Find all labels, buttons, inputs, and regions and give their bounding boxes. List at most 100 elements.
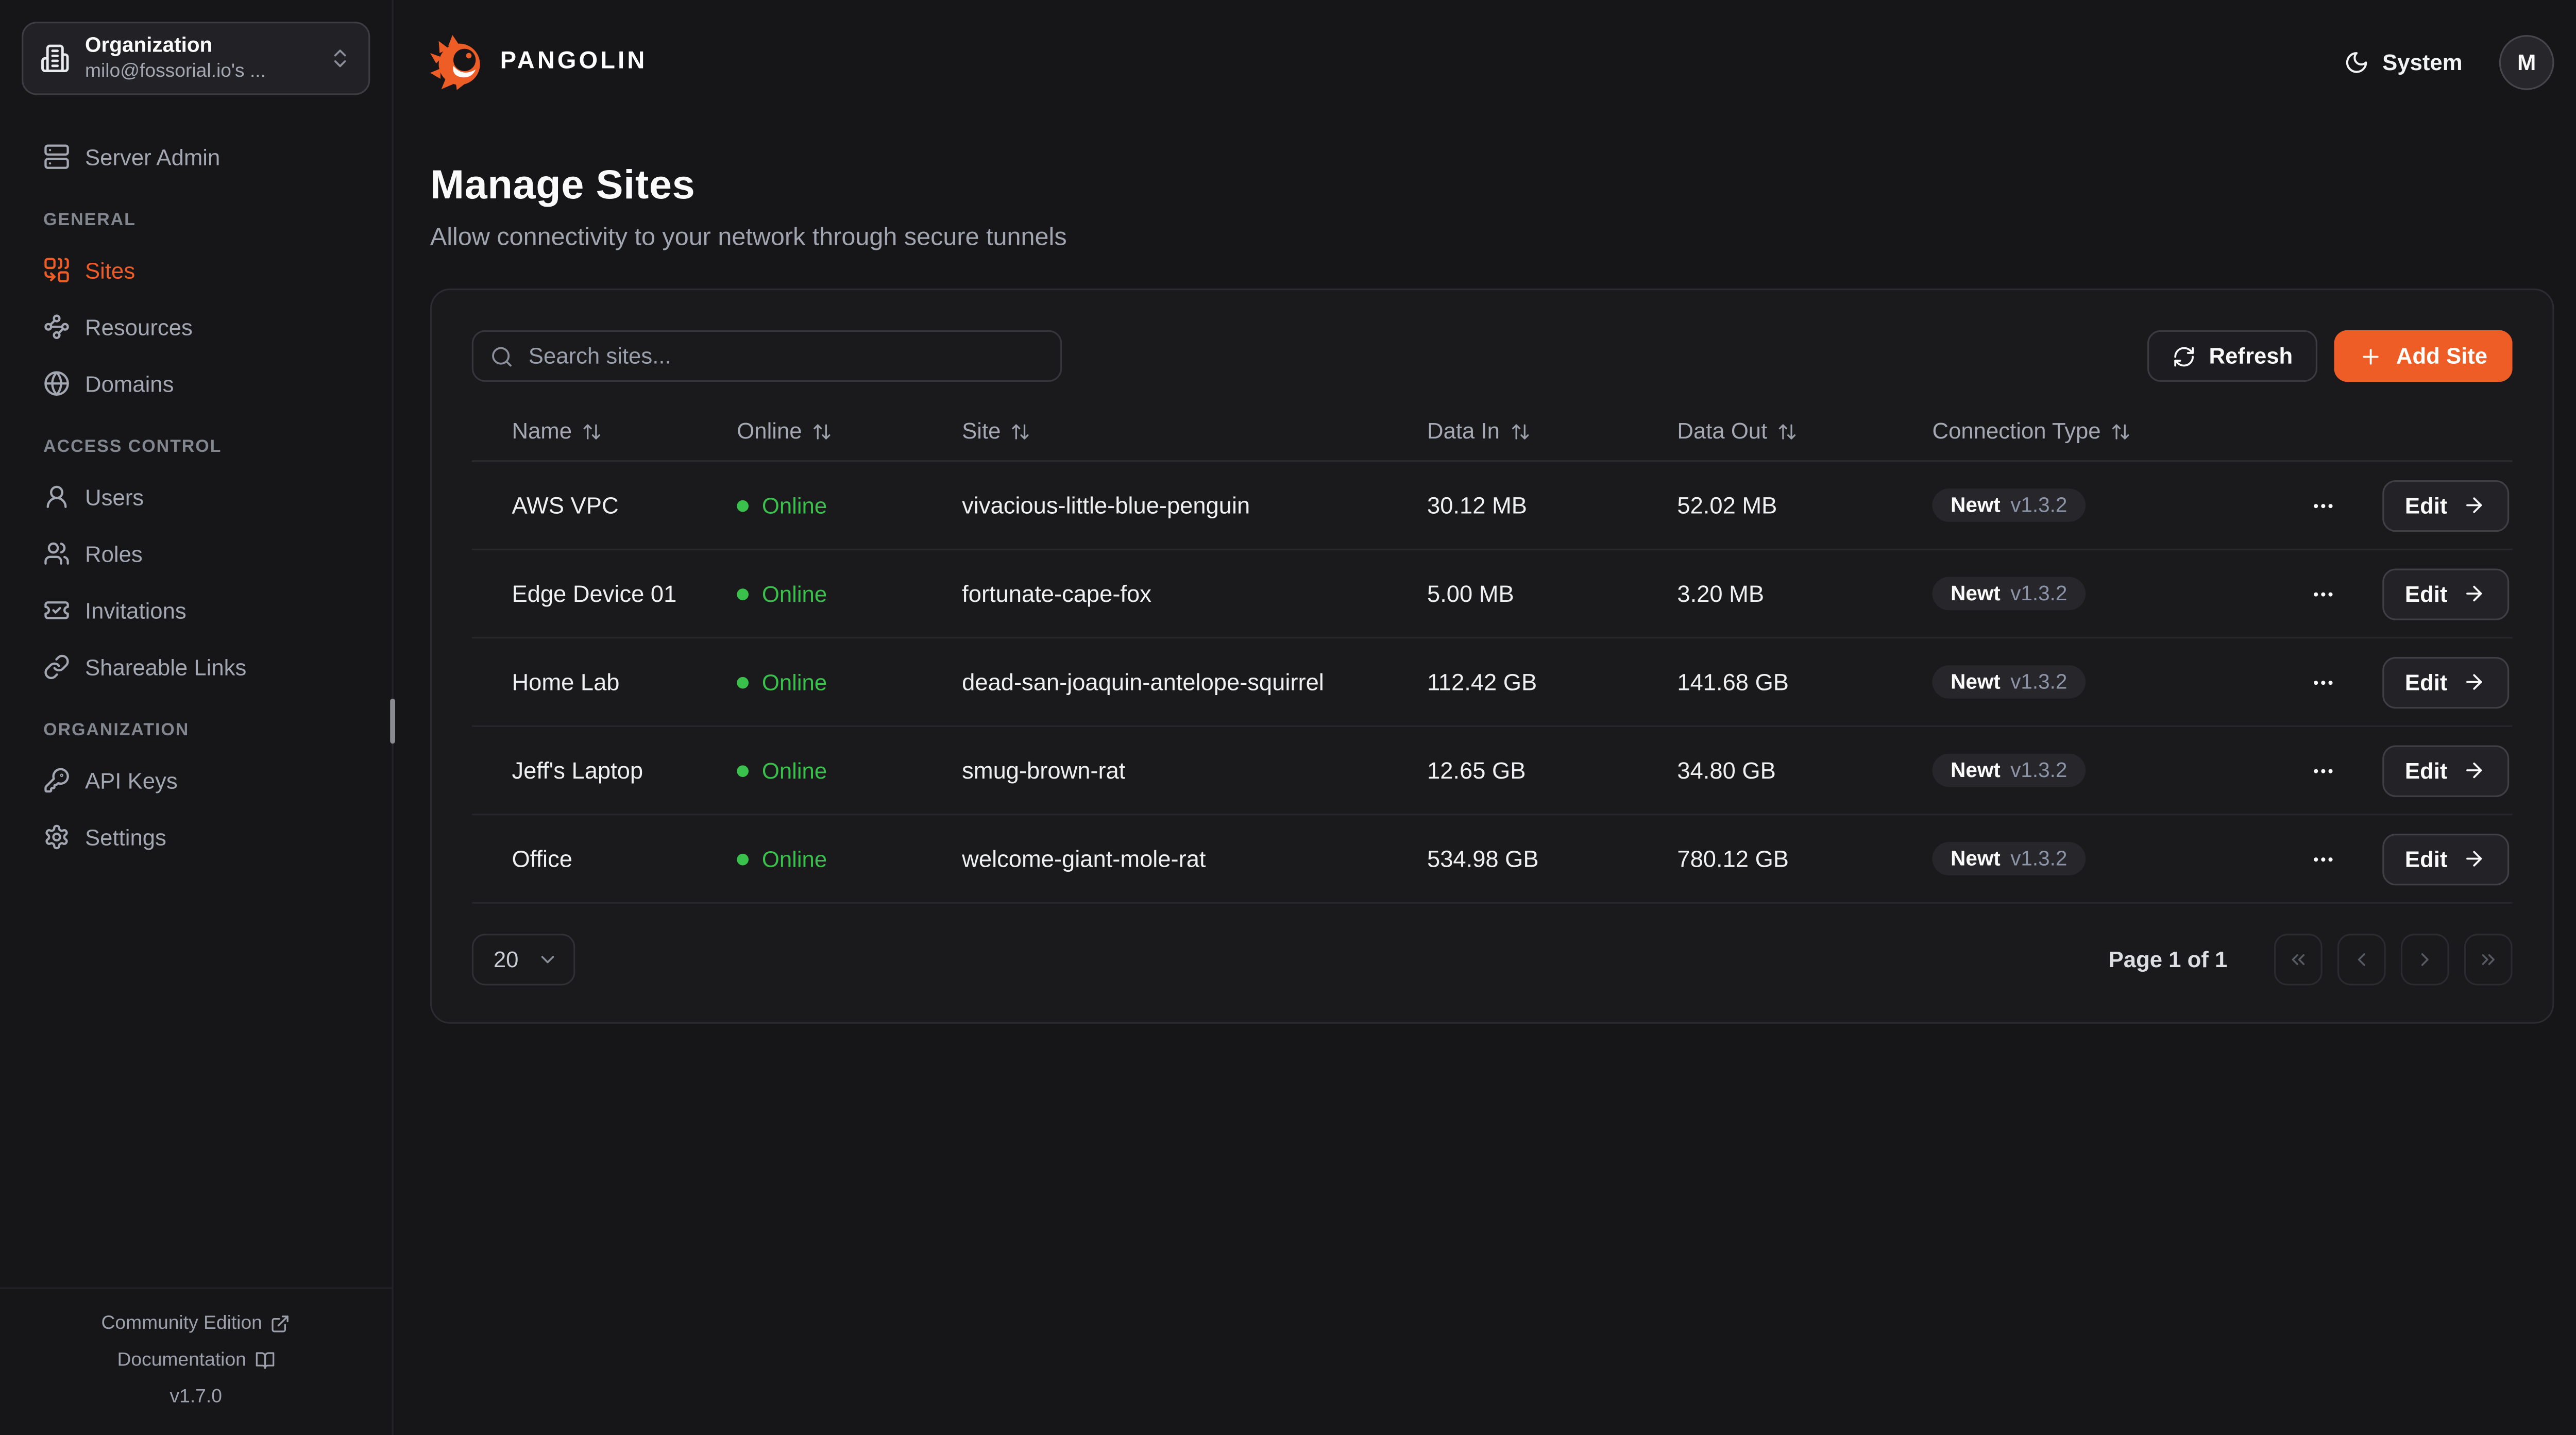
connection-badge: Newt v1.3.2 [1932, 488, 2086, 522]
data-in-cell: 30.12 MB [1427, 492, 1527, 519]
site-name-cell: Home Lab [512, 668, 620, 696]
row-menu-button[interactable] [2303, 486, 2342, 524]
globe-icon [44, 371, 69, 396]
community-edition-link[interactable]: Community Edition [0, 1305, 392, 1341]
sidebar-item-label: Users [85, 484, 144, 510]
arrow-right-icon [2466, 585, 2482, 602]
first-page-button[interactable] [2274, 934, 2323, 986]
row-menu-button[interactable] [2303, 663, 2342, 701]
sidebar-item-resources[interactable]: Resources [22, 300, 370, 353]
sidebar-item-api-keys[interactable]: API Keys [22, 754, 370, 807]
add-site-button[interactable]: Add Site [2334, 330, 2513, 382]
connection-badge: Newt v1.3.2 [1932, 841, 2086, 876]
sidebar-item-label: Domains [85, 371, 174, 396]
sidebar-item-settings[interactable]: Settings [22, 811, 370, 864]
org-switcher[interactable]: Organization milo@fossorial.io's ... [22, 22, 370, 95]
theme-label: System [2382, 49, 2463, 75]
online-label: Online [761, 493, 827, 518]
connection-type-cell: Newt v1.3.2 [1906, 753, 2277, 788]
connection-badge: Newt v1.3.2 [1932, 576, 2086, 611]
sidebar-item-domains[interactable]: Domains [22, 357, 370, 411]
sidebar-item-roles[interactable]: Roles [22, 527, 370, 581]
brand-logo[interactable]: PANGOLIN [430, 34, 648, 90]
online-dot [737, 853, 749, 865]
column-header-data-in[interactable]: Data In [1400, 418, 1650, 444]
column-header-online[interactable]: Online [710, 418, 936, 444]
sidebar-item-label: Sites [85, 257, 135, 283]
search-icon [492, 346, 512, 366]
site-id-cell: dead-san-joaquin-antelope-squirrel [962, 668, 1324, 696]
column-header-name[interactable]: Name [472, 418, 710, 444]
online-dot [737, 499, 749, 511]
refresh-button[interactable]: Refresh [2147, 330, 2318, 382]
avatar[interactable]: M [2499, 34, 2554, 90]
site-name-cell: Office [512, 845, 572, 872]
section-heading-access-control: ACCESS CONTROL [43, 436, 222, 457]
table-row: Office Online welcome-giant-mole-rat 534… [471, 815, 2513, 904]
sidebar-item-sites[interactable]: Sites [22, 243, 370, 297]
row-menu-button[interactable] [2303, 839, 2342, 877]
page-subtitle: Allow connectivity to your network throu… [430, 223, 1067, 252]
row-menu-button[interactable] [2303, 751, 2342, 789]
next-page-button[interactable] [2400, 934, 2449, 986]
community-edition-label: Community Edition [101, 1313, 262, 1333]
sidebar-item-server-admin[interactable]: Server Admin [22, 130, 370, 183]
sidebar-item-invitations[interactable]: Invitations [22, 584, 370, 637]
online-label: Online [761, 581, 827, 606]
site-status-cell: Online [710, 846, 936, 871]
connection-version: v1.3.2 [2010, 493, 2067, 517]
site-name-cell: Jeff's Laptop [512, 757, 643, 784]
row-menu-button[interactable] [2303, 575, 2342, 613]
sidebar-footer: Community Edition Documentation v1.7.0 [0, 1286, 392, 1435]
edit-button[interactable]: Edit [2381, 833, 2510, 885]
pagination: 20 Page 1 of 1 [471, 934, 2513, 986]
connection-type-cell: Newt v1.3.2 [1906, 576, 2277, 611]
plus-icon [2363, 348, 2379, 364]
sort-icon [1778, 423, 1796, 439]
table-row: AWS VPC Online vivacious-little-blue-pen… [471, 462, 2513, 550]
sidebar: Organization milo@fossorial.io's ... Ser… [0, 0, 395, 1435]
external-link-icon [272, 1314, 289, 1331]
connection-name: Newt [1951, 493, 2001, 517]
building-icon [41, 44, 69, 72]
data-out-cell: 52.02 MB [1677, 492, 1777, 519]
gear-icon [45, 824, 68, 850]
org-switcher-value: milo@fossorial.io's ... [85, 61, 266, 81]
online-label: Online [761, 757, 827, 783]
ellipsis-icon [2313, 680, 2332, 684]
sort-icon [583, 423, 601, 439]
topbar: PANGOLIN System M [430, 33, 2554, 90]
sidebar-item-label: Resources [85, 314, 193, 340]
chevron-left-icon [2358, 953, 2365, 966]
site-id-cell: welcome-giant-mole-rat [962, 845, 1206, 872]
edit-button[interactable]: Edit [2381, 479, 2510, 531]
column-header-data-out[interactable]: Data Out [1651, 418, 1906, 444]
sites-card: Refresh Add Site Name Online Site Data I… [430, 288, 2554, 1024]
theme-toggle[interactable]: System [2344, 49, 2463, 74]
sort-icon [2112, 423, 2129, 439]
page-size-select[interactable]: 20 [471, 934, 575, 986]
documentation-label: Documentation [117, 1349, 246, 1370]
edit-button[interactable]: Edit [2381, 744, 2510, 797]
chevrons-right-icon [2482, 954, 2495, 965]
column-header-connection-type[interactable]: Connection Type [1906, 418, 2513, 444]
connection-version: v1.3.2 [2010, 581, 2067, 605]
sort-icon [1012, 423, 1029, 439]
sidebar-item-shareable-links[interactable]: Shareable Links [22, 640, 370, 694]
sidebar-item-users[interactable]: Users [22, 470, 370, 524]
pangolin-logo-icon [430, 34, 480, 90]
edit-button[interactable]: Edit [2381, 567, 2510, 620]
sidebar-item-label: API Keys [85, 768, 178, 793]
online-label: Online [761, 669, 827, 695]
edit-button[interactable]: Edit [2381, 656, 2510, 708]
column-header-site[interactable]: Site [935, 418, 1400, 444]
refresh-icon [2174, 346, 2194, 366]
search-input[interactable] [471, 330, 1062, 382]
documentation-link[interactable]: Documentation [0, 1341, 392, 1378]
table-row: Home Lab Online dead-san-joaquin-antelop… [471, 638, 2513, 727]
last-page-button[interactable] [2464, 934, 2513, 986]
previous-page-button[interactable] [2337, 934, 2386, 986]
sidebar-resize-handle[interactable] [390, 698, 395, 744]
sites-toolbar: Refresh Add Site [471, 330, 2513, 382]
page-status: Page 1 of 1 [2108, 947, 2228, 972]
